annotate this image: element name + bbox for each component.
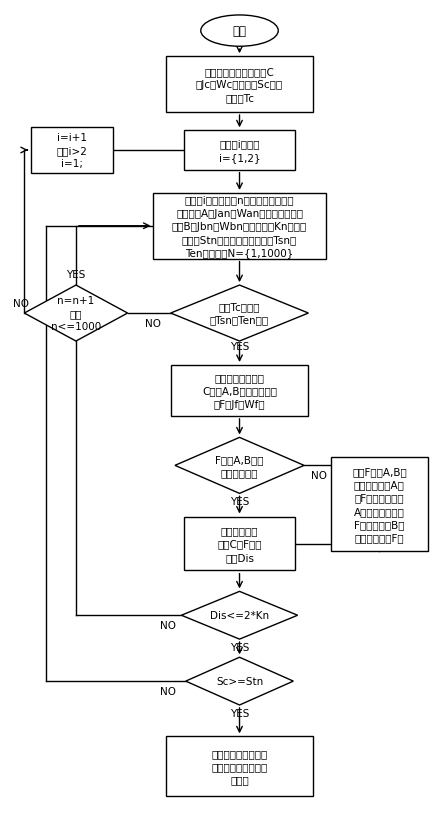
Text: YES: YES — [66, 270, 85, 280]
FancyBboxPatch shape — [184, 131, 296, 171]
Text: 超速，将信息上报车
辆监控平台，并提醒
驾驶员: 超速，将信息上报车 辆监控平台，并提醒 驾驶员 — [211, 748, 268, 784]
FancyBboxPatch shape — [167, 57, 313, 113]
Text: Sc>=Stn: Sc>=Stn — [216, 676, 263, 686]
FancyBboxPatch shape — [153, 194, 326, 259]
Text: 比较F点与A,B两
点经纬度，若A点
离F点最近，则将
A点经纬度赋值给
F点，反之将B点
经纬度赋值给F点: 比较F点与A,B两 点经纬度，若A点 离F点最近，则将 A点经纬度赋值给 F点，… — [352, 466, 407, 542]
Text: 读取第i条路线
i={1,2}: 读取第i条路线 i={1,2} — [219, 139, 260, 162]
Polygon shape — [170, 286, 308, 342]
Text: 开始: 开始 — [232, 25, 246, 38]
Text: NO: NO — [13, 299, 29, 309]
Text: 当前车辆坐标点经纬度C
（Jc，Wc），速度Sc，即
时时间Tc: 当前车辆坐标点经纬度C （Jc，Wc），速度Sc，即 时时间Tc — [196, 67, 283, 104]
Text: YES: YES — [230, 496, 249, 506]
Polygon shape — [186, 657, 293, 705]
Text: 使用相应公式计算
C点到A,B两点连线的垂
足F（Jf，Wf）: 使用相应公式计算 C点到A,B两点连线的垂 足F（Jf，Wf） — [202, 373, 277, 409]
Polygon shape — [175, 438, 304, 493]
Text: YES: YES — [230, 709, 249, 719]
FancyBboxPatch shape — [31, 128, 112, 173]
Text: i=i+1
如果i>2
i=1;: i=i+1 如果i>2 i=1; — [56, 132, 87, 169]
Polygon shape — [181, 592, 298, 639]
Ellipse shape — [201, 16, 278, 47]
FancyBboxPatch shape — [331, 457, 428, 551]
Text: NO: NO — [311, 470, 327, 481]
Text: 判断Tc是否在
（Tsn，Ten）内: 判断Tc是否在 （Tsn，Ten）内 — [210, 302, 269, 325]
Text: 读取第i条路线的第n路段信息：起始拐
点经纬度A（Jan，Wan），结束拐点经
纬度B（Jbn，Wbn）路段宽带Kn，路段
限速值Stn，路段有效时间段（Tsn: 读取第i条路线的第n路段信息：起始拐 点经纬度A（Jan，Wan），结束拐点经 … — [172, 195, 307, 258]
Text: F点在A,B两点
连线的线段内: F点在A,B两点 连线的线段内 — [215, 455, 264, 478]
Text: NO: NO — [160, 686, 177, 696]
Text: 使用相应公式
计算C到F点的
距离Dis: 使用相应公式 计算C到F点的 距离Dis — [217, 526, 262, 562]
Text: YES: YES — [230, 643, 249, 652]
Text: NO: NO — [160, 620, 177, 630]
Text: NO: NO — [146, 319, 161, 329]
FancyBboxPatch shape — [170, 365, 308, 416]
FancyBboxPatch shape — [167, 736, 313, 796]
Text: YES: YES — [230, 342, 249, 352]
Text: Dis<=2*Kn: Dis<=2*Kn — [210, 610, 269, 620]
Polygon shape — [24, 286, 128, 342]
Text: n=n+1
如果
n<=1000: n=n+1 如果 n<=1000 — [51, 296, 101, 332]
FancyBboxPatch shape — [184, 518, 296, 570]
